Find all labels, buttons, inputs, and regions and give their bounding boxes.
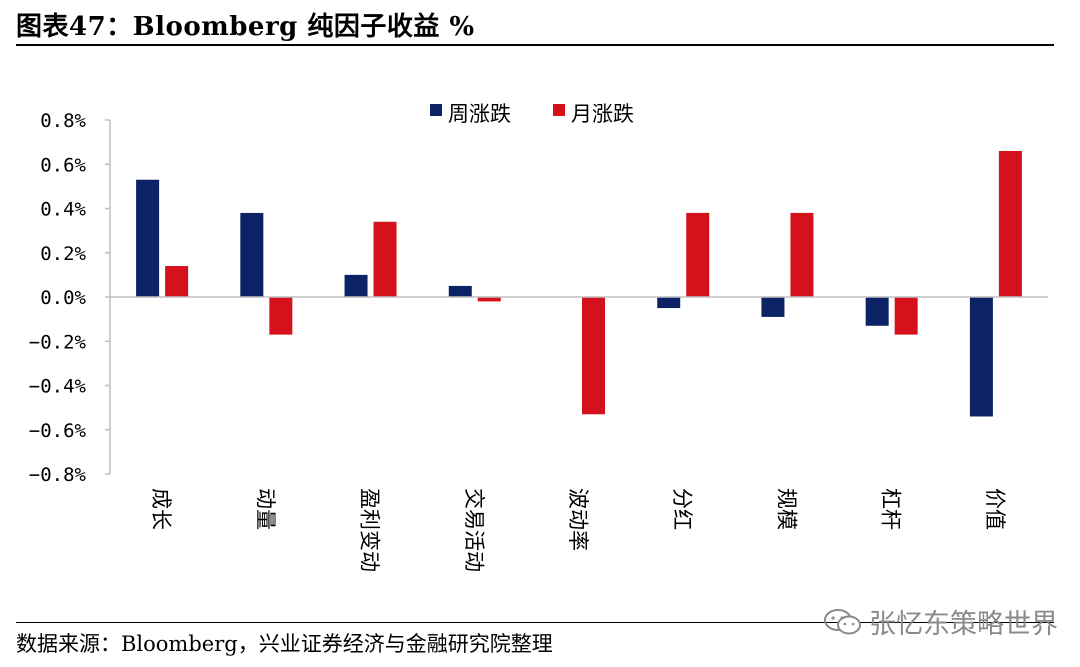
x-axis: 成长 动量 盈利变动 交易活动 波动率 分红 规模 杠杆 价值 bbox=[110, 296, 1048, 572]
monthly-bar bbox=[582, 297, 605, 415]
watermark-text: 张忆东策略世界 bbox=[869, 609, 1058, 640]
bars bbox=[136, 150, 1022, 417]
x-category-label: 盈利变动 bbox=[358, 488, 382, 572]
y-tick-label: 0.2% bbox=[40, 243, 86, 265]
monthly-bar bbox=[894, 297, 918, 335]
x-category-label: 交易活动 bbox=[462, 488, 486, 572]
weekly-bar bbox=[761, 297, 785, 317]
monthly-bar bbox=[373, 221, 397, 297]
legend-label-weekly: 周涨跌 bbox=[448, 102, 511, 126]
y-tick-label: 0.8% bbox=[40, 110, 86, 132]
x-category-label: 规模 bbox=[774, 488, 798, 530]
x-category-label: 波动率 bbox=[566, 488, 590, 551]
bar-chart: 周涨跌 月涨跌 0.8% 0.6% 0.4% 0.2% 0.0% −0.2% −0.4% −0… bbox=[29, 102, 1048, 572]
monthly-bar bbox=[477, 297, 501, 302]
weekly-bar bbox=[344, 274, 368, 297]
y-tick-label: −0.6% bbox=[29, 420, 87, 442]
y-tick-label: 0.4% bbox=[40, 199, 86, 221]
monthly-bar bbox=[269, 297, 293, 335]
y-tick-label: 0.0% bbox=[40, 287, 86, 309]
x-category-label: 分红 bbox=[670, 488, 694, 530]
x-category-label: 价值 bbox=[983, 488, 1007, 530]
source-divider bbox=[16, 622, 1054, 623]
weekly-bar bbox=[865, 297, 889, 326]
source-note: 数据来源：Bloomberg，兴业证券经济与金融研究院整理 bbox=[16, 632, 553, 656]
monthly-bar bbox=[165, 266, 189, 297]
weekly-bar bbox=[240, 212, 264, 297]
title-divider bbox=[16, 44, 1054, 46]
y-axis: 0.8% 0.6% 0.4% 0.2% 0.0% −0.2% −0.4% −0.6% −0.8% bbox=[29, 110, 111, 486]
weekly-bar bbox=[969, 297, 993, 417]
x-category-label: 杠杆 bbox=[879, 488, 903, 530]
y-tick-label: −0.8% bbox=[29, 464, 87, 486]
y-tick-label: −0.4% bbox=[29, 376, 87, 398]
chart-title: 图表47：Bloomberg 纯因子收益 % bbox=[16, 12, 475, 42]
watermark: 张忆东策略世界 bbox=[823, 602, 1058, 641]
legend-swatch-weekly bbox=[430, 104, 442, 116]
monthly-bar bbox=[998, 150, 1022, 297]
wechat-icon bbox=[824, 608, 861, 634]
legend-label-monthly: 月涨跌 bbox=[571, 102, 634, 126]
weekly-bar bbox=[657, 297, 681, 309]
legend: 周涨跌 月涨跌 bbox=[430, 102, 634, 126]
legend-swatch-monthly bbox=[553, 104, 565, 116]
y-tick-label: −0.2% bbox=[29, 331, 87, 353]
monthly-bar bbox=[790, 212, 814, 297]
weekly-bar bbox=[448, 285, 472, 297]
monthly-bar bbox=[686, 212, 710, 297]
x-category-label: 动量 bbox=[253, 488, 277, 530]
y-tick-label: 0.6% bbox=[40, 154, 86, 176]
x-category-label: 成长 bbox=[149, 488, 173, 530]
weekly-bar bbox=[136, 179, 160, 297]
